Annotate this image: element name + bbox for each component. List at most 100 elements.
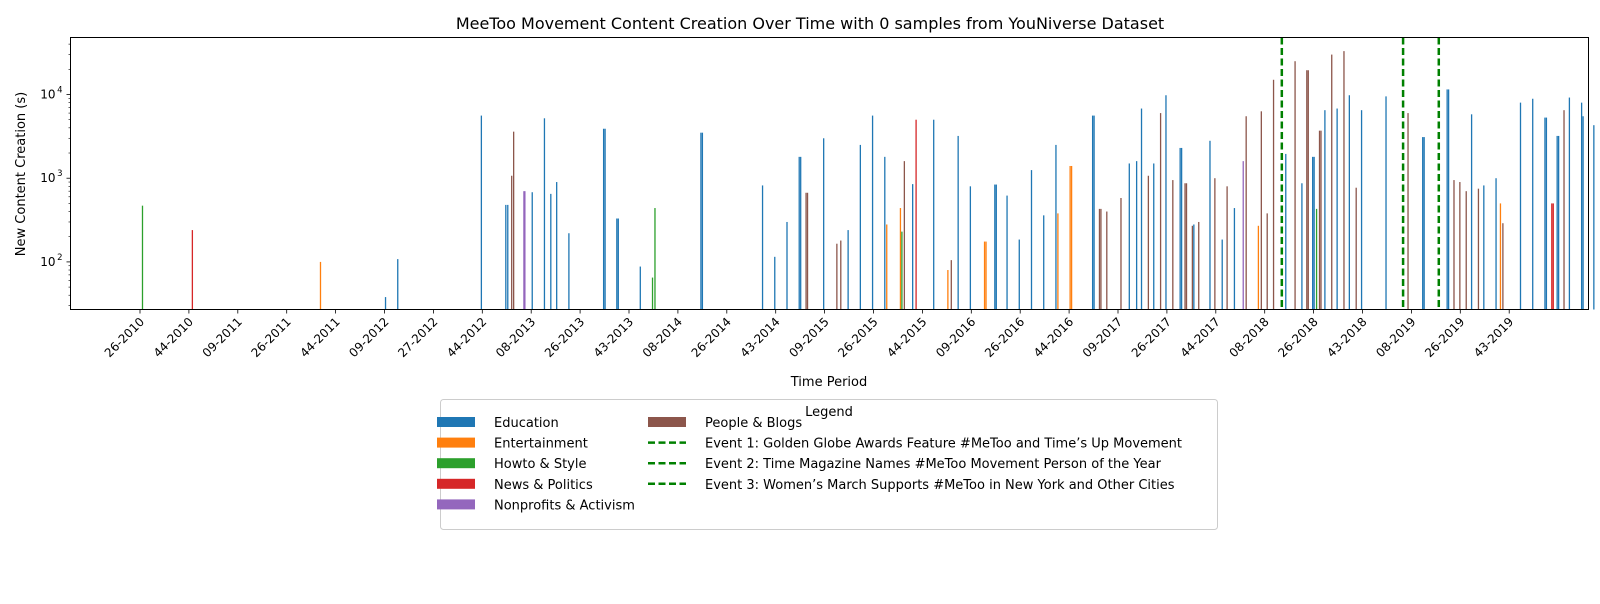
bar-127 — [1519, 102, 1522, 310]
bar-131 — [1551, 203, 1553, 310]
bar-117 — [1447, 89, 1450, 310]
x-tick-label-8: 08-2013 — [493, 315, 538, 360]
bar-108 — [1343, 51, 1345, 310]
bar-9 — [513, 131, 515, 310]
bar-111 — [1360, 110, 1363, 310]
x-tick-label-23: 08-2018 — [1226, 315, 1271, 360]
bar-90 — [1245, 116, 1247, 310]
x-tick-label-15: 26-2015 — [835, 315, 880, 360]
bar-110 — [1355, 187, 1357, 310]
bar-41 — [899, 208, 902, 310]
legend: Legend Education Entertainment Howto & Sty… — [437, 399, 1218, 530]
bar-20 — [617, 218, 619, 310]
bar-29 — [798, 156, 800, 310]
legend-label-3: News & Politics — [494, 478, 593, 493]
bar-101 — [1313, 156, 1315, 310]
bar-79 — [1184, 183, 1186, 310]
bar-5 — [480, 115, 483, 310]
bar-21 — [639, 266, 641, 310]
bar-6 — [505, 204, 507, 310]
bar-17 — [602, 128, 605, 310]
bar-132 — [1552, 203, 1554, 310]
bar-130 — [1545, 117, 1548, 310]
bar-42 — [901, 231, 903, 310]
bar-65 — [1098, 208, 1101, 310]
bar-57 — [1030, 170, 1033, 310]
bar-60 — [1057, 213, 1059, 310]
bar-122 — [1477, 188, 1480, 310]
bar-96 — [1294, 61, 1296, 310]
legend-swatch-4 — [437, 499, 475, 510]
bar-88 — [1233, 208, 1236, 310]
bar-104 — [1320, 130, 1322, 310]
bar-19 — [616, 218, 618, 310]
legend-title: Legend — [805, 405, 853, 420]
bar-69 — [1128, 163, 1130, 310]
bar-135 — [1563, 110, 1565, 310]
bar-114 — [1422, 137, 1424, 310]
bar-103 — [1318, 130, 1321, 310]
bar-48 — [950, 260, 952, 310]
bar-1 — [191, 230, 194, 310]
x-tick-label-19: 44-2016 — [1031, 315, 1076, 360]
bar-46 — [933, 119, 935, 310]
bar-75 — [1165, 95, 1167, 310]
bar-87 — [1226, 186, 1228, 310]
bar-94 — [1272, 79, 1275, 310]
legend-event-label-2: Event 2: Time Magazine Names #MeToo Move… — [705, 457, 1162, 472]
bar-43 — [903, 161, 906, 310]
bar-128 — [1532, 98, 1534, 310]
x-tick-label-20: 09-2017 — [1080, 315, 1125, 360]
bar-18 — [604, 128, 606, 310]
bar-54 — [995, 184, 997, 310]
bar-12 — [531, 192, 533, 310]
bar-124 — [1495, 178, 1497, 310]
chart-title: MeeToo Movement Content Creation Over Ti… — [456, 14, 1164, 33]
bar-47 — [947, 270, 949, 310]
bar-84 — [1209, 140, 1211, 310]
bar-66 — [1100, 208, 1102, 310]
bar-36 — [847, 230, 849, 310]
x-tick-label-10: 43-2013 — [591, 315, 636, 360]
x-tick-label-5: 09-2012 — [346, 315, 391, 360]
y-tick-exponent-1: 3 — [57, 169, 62, 179]
bar-4 — [397, 259, 399, 310]
bar-14 — [550, 193, 552, 310]
bar-45 — [915, 119, 917, 310]
x-tick-label-7: 44-2012 — [444, 315, 489, 360]
bar-91 — [1257, 225, 1260, 310]
y-tick-exponent-2: 4 — [57, 86, 62, 96]
x-tick-label-18: 26-2016 — [982, 315, 1027, 360]
bar-25 — [701, 132, 704, 310]
bar-7 — [507, 204, 509, 310]
bar-53 — [994, 184, 996, 310]
x-axis: 26-2010 44-2010 09-2011 26-2011 44-2011 09-20… — [102, 309, 1516, 360]
bar-68 — [1120, 198, 1122, 310]
y-axis-label: New Content Creation (s) — [14, 92, 29, 256]
bar-120 — [1465, 191, 1467, 310]
bar-126 — [1502, 223, 1504, 310]
bar-26 — [761, 185, 764, 310]
bar-74 — [1159, 113, 1162, 310]
x-tick-label-3: 26-2011 — [248, 315, 293, 360]
bar-31 — [805, 192, 807, 310]
bar-23 — [654, 208, 656, 310]
bar-33 — [823, 138, 825, 310]
bar-10 — [523, 191, 525, 310]
bar-95 — [1285, 153, 1287, 310]
x-tick-label-17: 09-2016 — [933, 315, 978, 360]
x-tick-label-9: 26-2013 — [542, 315, 587, 360]
legend-swatch-2 — [437, 458, 475, 469]
bar-98 — [1306, 70, 1308, 310]
legend-swatch-1 — [437, 437, 475, 448]
bar-121 — [1470, 114, 1473, 310]
bar-113 — [1407, 113, 1409, 310]
y-tick-label-2: 10 — [40, 88, 55, 102]
bar-107 — [1336, 108, 1338, 310]
bar-67 — [1106, 211, 1108, 310]
bar-2 — [319, 261, 322, 310]
bar-112 — [1385, 96, 1387, 310]
x-tick-label-16: 44-2015 — [884, 315, 929, 360]
